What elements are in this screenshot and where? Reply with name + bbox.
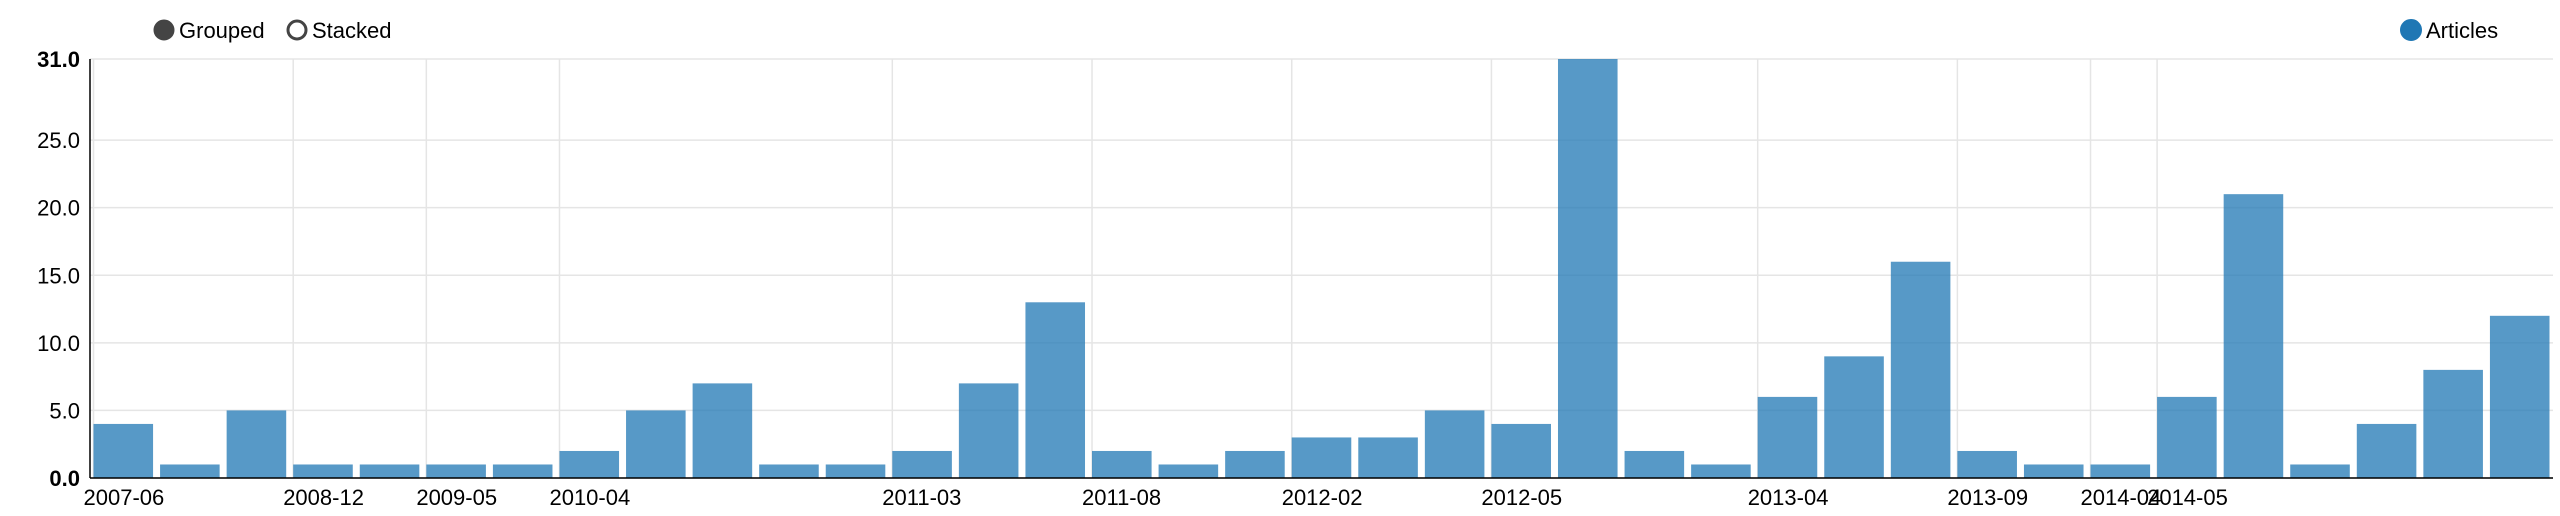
bar[interactable]: 2: [1225, 450, 1285, 478]
bar[interactable]: 1: [2023, 464, 2084, 478]
y-tick-label: 20.0: [37, 196, 80, 221]
grouped-label: Grouped: [179, 18, 265, 43]
bar[interactable]: 31: [1557, 59, 1618, 478]
bar[interactable]: 1: [359, 464, 420, 478]
legend-articles-label: Articles: [2426, 18, 2498, 43]
bar[interactable]: 2: [559, 450, 620, 478]
axes: [89, 59, 2553, 479]
legend-articles-swatch-icon: [2400, 19, 2422, 41]
bars: 4151111257112713212335431216916211621148…: [93, 59, 2550, 478]
bar[interactable]: 16: [1890, 261, 1951, 478]
chart-mode-controls: Grouped Stacked: [153, 18, 392, 43]
bar[interactable]: 1: [1691, 464, 1751, 478]
bar[interactable]: 2: [1092, 450, 1152, 478]
bar[interactable]: 4: [1491, 423, 1551, 478]
stacked-label: Stacked: [312, 18, 392, 43]
x-axis-ticks: 2007-06 2008-12 2009-05 2010-04 2011-03 2011-…: [84, 485, 2228, 510]
bar[interactable]: 1: [759, 464, 819, 478]
x-tick-label: 2013-09: [1947, 485, 2028, 510]
bar[interactable]: 9: [1824, 356, 1884, 478]
x-tick-label: 2010-04: [549, 485, 630, 510]
bar[interactable]: 3: [1358, 437, 1418, 478]
y-axis-ticks: 0.0 5.0 10.0 15.0 20.0 25.0 31.0: [37, 47, 80, 491]
bar[interactable]: 21: [2223, 194, 2284, 478]
stacked-radio-icon: [286, 19, 308, 41]
bar[interactable]: 1: [2090, 464, 2151, 478]
bar[interactable]: 1: [492, 464, 553, 478]
bar[interactable]: 1: [426, 464, 486, 478]
grouped-radio-icon: [153, 19, 175, 41]
x-tick-label: 2013-04: [1748, 485, 1829, 510]
x-tick-label: 2011-03: [882, 485, 961, 510]
bar[interactable]: 8: [2423, 369, 2483, 478]
x-tick-label: 2011-08: [1082, 485, 1161, 510]
y-tick-label: 31.0: [37, 47, 80, 72]
bar[interactable]: 7: [692, 383, 753, 478]
grouped-option[interactable]: Grouped: [153, 18, 265, 43]
y-tick-label: 5.0: [49, 398, 80, 423]
bar[interactable]: 7: [958, 383, 1019, 478]
x-tick-label: 2008-12: [283, 485, 364, 510]
bar[interactable]: 6: [2157, 396, 2217, 478]
bar[interactable]: 1: [160, 464, 220, 478]
y-tick-label: 25.0: [37, 128, 80, 153]
bar[interactable]: 5: [626, 410, 686, 478]
bar[interactable]: 1: [825, 464, 886, 478]
x-tick-label: 2014-04: [2081, 485, 2162, 510]
x-tick-label: 2014-05: [2147, 485, 2228, 510]
bar[interactable]: 13: [1025, 302, 1086, 478]
bar[interactable]: 4: [93, 423, 154, 478]
y-tick-label: 10.0: [37, 331, 80, 356]
bar[interactable]: 6: [1757, 396, 1818, 478]
bar[interactable]: 4: [2356, 423, 2417, 478]
bar[interactable]: 5: [1424, 410, 1485, 478]
stacked-option[interactable]: Stacked: [286, 18, 392, 43]
legend-item-articles[interactable]: Articles: [2400, 18, 2498, 43]
x-tick-label: 2007-06: [84, 485, 165, 510]
bar[interactable]: 3: [1291, 437, 1352, 478]
bar[interactable]: 1: [2290, 464, 2350, 478]
bar[interactable]: 2: [1624, 450, 1685, 478]
bar[interactable]: 12: [2489, 315, 2550, 478]
bar[interactable]: 2: [892, 450, 952, 478]
x-tick-label: 2012-02: [1282, 485, 1363, 510]
grid-lines: [90, 58, 2553, 479]
y-tick-label: 15.0: [37, 263, 80, 288]
bar[interactable]: 1: [1158, 464, 1219, 478]
bar[interactable]: 1: [293, 464, 353, 478]
x-tick-label: 2009-05: [416, 485, 497, 510]
bar[interactable]: 2: [1957, 450, 2017, 478]
bar[interactable]: 5: [226, 410, 287, 478]
y-tick-label: 0.0: [49, 466, 80, 491]
x-tick-label: 2012-05: [1481, 485, 1562, 510]
